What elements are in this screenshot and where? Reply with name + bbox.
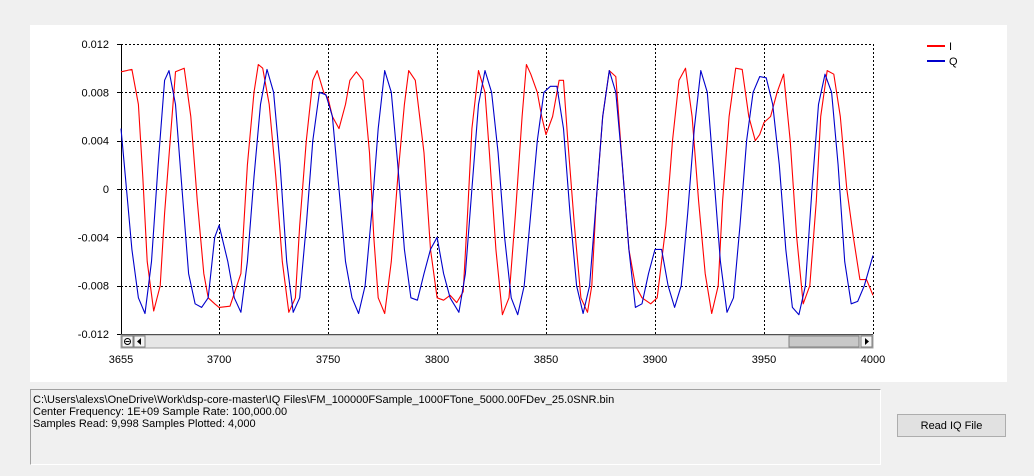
y-tick-label: -0.004 (78, 232, 109, 244)
info-box: C:\Users\alexs\OneDrive\Work\dsp-core-ma… (30, 389, 881, 465)
y-tick-label: 0.008 (81, 87, 109, 99)
scroll-left-icon (137, 338, 141, 345)
zoom-reset-icon (124, 338, 131, 345)
y-tick-label: 0 (103, 184, 109, 196)
series-line-i (120, 63, 874, 316)
x-tick-label: 3900 (643, 354, 667, 366)
x-tick-label: 3700 (207, 354, 231, 366)
x-tick-label: 3950 (752, 354, 776, 366)
x-tick-label: 4000 (861, 354, 885, 366)
x-tick-label: 3850 (534, 354, 558, 366)
scroll-thumb[interactable] (788, 335, 860, 348)
file-path-text: C:\Users\alexs\OneDrive\Work\dsp-core-ma… (33, 394, 615, 406)
x-scrollbar-track (120, 334, 874, 349)
series-line-q (120, 68, 874, 316)
legend-label-i: I (949, 41, 952, 53)
samples-text: Samples Read: 9,998 Samples Plotted: 4,0… (33, 418, 256, 430)
x-tick-label: 3800 (425, 354, 449, 366)
y-tick-label: -0.012 (78, 329, 109, 341)
legend-label-q: Q (949, 56, 958, 68)
y-tick-label: 0.004 (81, 136, 109, 148)
y-tick-label: -0.008 (78, 281, 109, 293)
center-frequency-text: Center Frequency: 1E+09 Sample Rate: 100… (33, 406, 288, 418)
x-tick-label: 3750 (316, 354, 340, 366)
x-tick-label: 3655 (109, 354, 133, 366)
scroll-right-icon (865, 338, 869, 345)
read-iq-file-button[interactable]: Read IQ File (897, 414, 1006, 437)
y-tick-label: 0.012 (81, 39, 109, 51)
iq-chart: 0.012 0.008 0.004 0 -0.004 -0.008 -0.012 3655 37… (78, 39, 958, 366)
chart-panel: 0.012 0.008 0.004 0 -0.004 -0.008 -0.012 3655 37… (30, 25, 1007, 382)
